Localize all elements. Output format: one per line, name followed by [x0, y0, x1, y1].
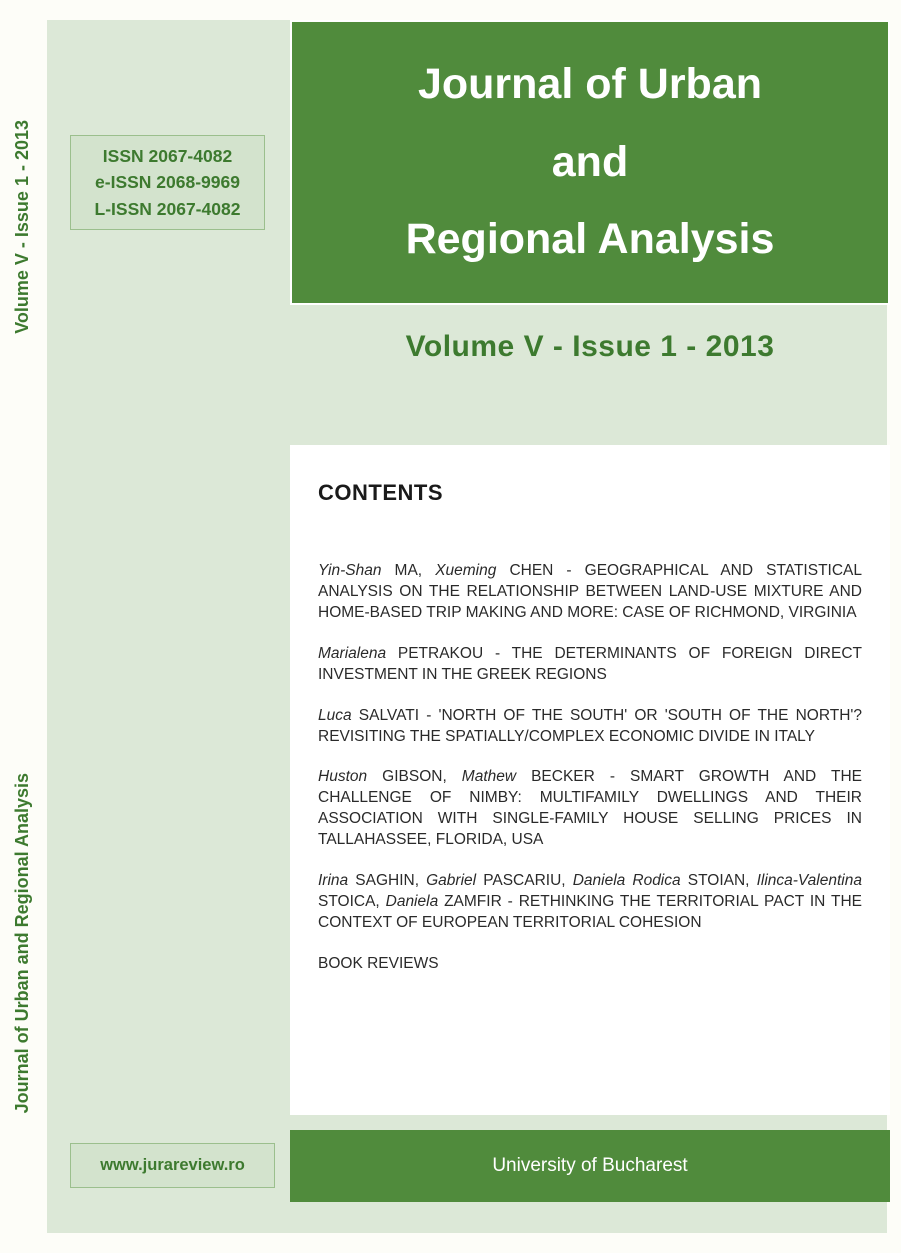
- journal-title-block: Journal of Urban and Regional Analysis: [290, 20, 890, 305]
- spine-journal-label: Journal of Urban and Regional Analysis: [12, 773, 33, 1113]
- website-box: www.jurareview.ro: [70, 1143, 275, 1188]
- issn-linking: L-ISSN 2067-4082: [95, 196, 241, 222]
- articles-list: Yin-Shan MA, Xueming CHEN - GEOGRAPHICAL…: [318, 561, 862, 975]
- issn-electronic: e-ISSN 2068-9969: [95, 169, 240, 195]
- issn-box: ISSN 2067-4082 e-ISSN 2068-9969 L-ISSN 2…: [70, 135, 265, 230]
- publisher-name: University of Bucharest: [492, 1155, 687, 1177]
- title-line-2: and: [552, 124, 628, 201]
- article-entry: Marialena PETRAKOU - THE DETERMINANTS OF…: [318, 644, 862, 686]
- article-entry: BOOK REVIEWS: [318, 954, 862, 975]
- article-entry: Huston GIBSON, Mathew BECKER - SMART GRO…: [318, 767, 862, 851]
- contents-block: CONTENTS Yin-Shan MA, Xueming CHEN - GEO…: [290, 445, 890, 1115]
- issn-print: ISSN 2067-4082: [103, 143, 232, 169]
- publisher-footer: University of Bucharest: [290, 1130, 890, 1202]
- contents-heading: CONTENTS: [318, 480, 862, 506]
- spine: Volume V - Issue 1 - 2013 Journal of Urb…: [0, 0, 45, 1253]
- article-entry: Irina SAGHIN, Gabriel PASCARIU, Daniela …: [318, 871, 862, 934]
- website-url: www.jurareview.ro: [100, 1156, 245, 1175]
- volume-issue-label: Volume V - Issue 1 - 2013: [290, 330, 890, 364]
- spine-volume-label: Volume V - Issue 1 - 2013: [12, 120, 33, 334]
- article-entry: Luca SALVATI - 'NORTH OF THE SOUTH' OR '…: [318, 706, 862, 748]
- title-line-3: Regional Analysis: [406, 201, 775, 278]
- article-entry: Yin-Shan MA, Xueming CHEN - GEOGRAPHICAL…: [318, 561, 862, 624]
- title-line-1: Journal of Urban: [418, 46, 762, 123]
